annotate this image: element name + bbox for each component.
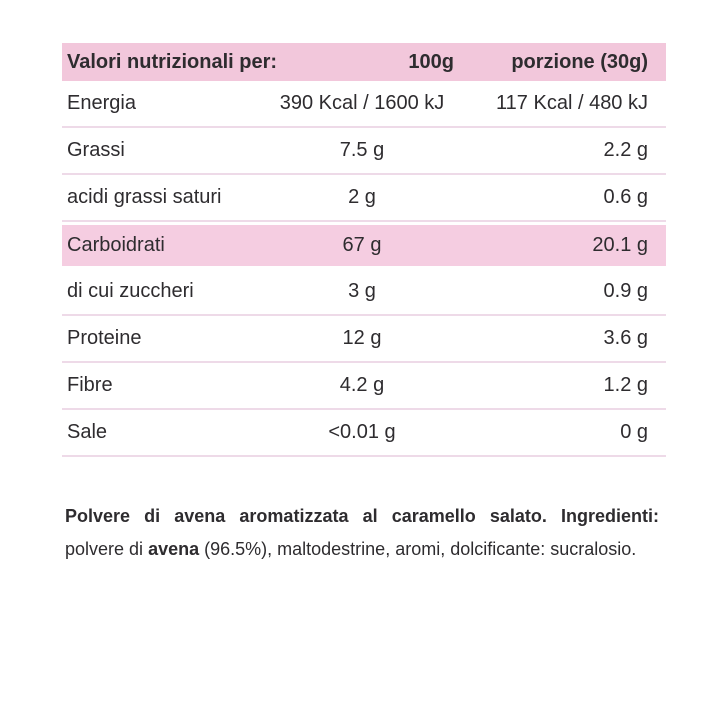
value-per-100g: 67 g (342, 234, 382, 256)
product-description-bold: Polvere di avena aromatizzata al caramel… (65, 506, 659, 526)
table-row-proteine: Proteine 12 g 3.6 g (62, 316, 666, 363)
table-header-row: Valori nutrizionali per: 100g porzione (… (62, 43, 666, 81)
value-per-portion: 1.2 g (603, 374, 648, 396)
table-row-energia: Energia 390 Kcal / 1600 kJ 117 Kcal / 48… (62, 81, 666, 128)
value-per-100g: <0.01 g (328, 421, 396, 443)
header-col-100g: 100g (408, 50, 454, 73)
nutrient-label: di cui zuccheri (67, 280, 194, 302)
nutrient-label: Carboidrati (67, 234, 165, 256)
nutrient-label: Fibre (67, 374, 113, 396)
table-row-fibre: Fibre 4.2 g 1.2 g (62, 363, 666, 410)
table-row-carboidrati: Carboidrati 67 g 20.1 g (62, 225, 666, 266)
nutrient-label: Grassi (67, 139, 125, 161)
ingredient-avena-bold: avena (148, 539, 200, 559)
table-row-sale: Sale <0.01 g 0 g (62, 410, 666, 457)
value-per-portion: 2.2 g (603, 139, 648, 161)
ingredients-text: polvere di (65, 539, 149, 559)
nutrient-label: Sale (67, 421, 108, 443)
value-per-portion: 20.1 g (592, 234, 648, 256)
value-per-100g: 390 Kcal / 1600 kJ (279, 92, 445, 114)
value-per-100g: 12 g (342, 327, 382, 349)
nutrient-label: acidi grassi saturi (67, 186, 222, 208)
table-row-grassi: Grassi 7.5 g 2.2 g (62, 128, 666, 175)
value-per-portion: 117 Kcal / 480 kJ (496, 92, 648, 114)
nutrition-table: Valori nutrizionali per: 100g porzione (… (62, 43, 666, 457)
header-label: Valori nutrizionali per: (67, 50, 278, 73)
nutrient-label: Proteine (67, 327, 142, 349)
value-per-portion: 0 g (620, 421, 648, 443)
header-col-portion: porzione (30g) (511, 50, 648, 73)
value-per-portion: 0.9 g (603, 280, 648, 302)
nutrient-label: Energia (67, 92, 136, 114)
ingredients-paragraph: Polvere di avena aromatizzata al caramel… (65, 500, 659, 566)
ingredients-text-rest: (96.5%), maltodestrine, aromi, dolcifica… (199, 539, 637, 559)
value-per-portion: 0.6 g (603, 186, 648, 208)
value-per-100g: 2 g (348, 186, 376, 208)
table-row-di-cui-zuccheri: di cui zuccheri 3 g 0.9 g (62, 269, 666, 316)
value-per-100g: 4.2 g (339, 374, 385, 396)
table-row-acidi-grassi-saturi: acidi grassi saturi 2 g 0.6 g (62, 175, 666, 222)
value-per-portion: 3.6 g (603, 327, 648, 349)
value-per-100g: 7.5 g (339, 139, 385, 161)
value-per-100g: 3 g (348, 280, 376, 302)
